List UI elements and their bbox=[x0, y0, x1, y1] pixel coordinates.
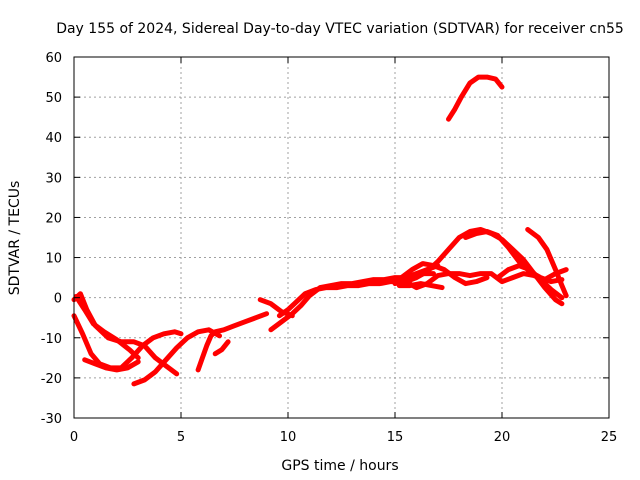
axis-ticks bbox=[73, 56, 610, 419]
y-tick-label: 30 bbox=[45, 171, 62, 186]
x-axis-label: GPS time / hours bbox=[281, 458, 398, 474]
y-tick-label: -20 bbox=[41, 372, 62, 387]
series-line-track-5 bbox=[131, 327, 222, 387]
plot-frame bbox=[73, 56, 610, 419]
tick-labels: 0 5 10 15 20 25 -30 -20 -10 0 10 20 30 40 50 60 bbox=[41, 51, 618, 445]
x-tick-label: 10 bbox=[280, 430, 297, 445]
x-tick-label: 15 bbox=[387, 430, 404, 445]
y-tick-label: 0 bbox=[54, 292, 62, 307]
series-line-track-14 bbox=[396, 281, 445, 291]
series-line-track-6 bbox=[195, 311, 270, 373]
series-line-track-3 bbox=[73, 294, 141, 361]
y-tick-label: 20 bbox=[45, 211, 62, 226]
x-tick-label: 20 bbox=[494, 430, 511, 445]
series-line-track-17 bbox=[525, 227, 569, 299]
series-layer bbox=[71, 74, 569, 387]
series-line-track-4 bbox=[82, 357, 141, 373]
series-line-track-7 bbox=[212, 339, 231, 357]
y-tick-label: 10 bbox=[45, 252, 62, 267]
y-tick-label: 50 bbox=[45, 91, 62, 106]
x-tick-label: 0 bbox=[70, 430, 78, 445]
grid-lines bbox=[74, 57, 609, 418]
series-line-track-15 bbox=[463, 229, 565, 285]
x-tick-label: 25 bbox=[601, 430, 618, 445]
series-line-track-16 bbox=[495, 263, 565, 301]
y-tick-label: 40 bbox=[45, 131, 62, 146]
series-line-track-8 bbox=[257, 297, 295, 319]
y-tick-label: -30 bbox=[41, 412, 62, 427]
y-tick-label: 60 bbox=[45, 51, 62, 66]
series-line-track-2 bbox=[71, 313, 184, 371]
y-axis-label: SDTVAR / TECUs bbox=[7, 181, 23, 296]
chart-title: Day 155 of 2024, Sidereal Day-to-day VTE… bbox=[56, 21, 624, 37]
series-line-track-13 bbox=[398, 261, 490, 287]
series-line-track-18 bbox=[446, 74, 505, 122]
x-tick-label: 5 bbox=[177, 430, 185, 445]
y-tick-label: -10 bbox=[41, 332, 62, 347]
